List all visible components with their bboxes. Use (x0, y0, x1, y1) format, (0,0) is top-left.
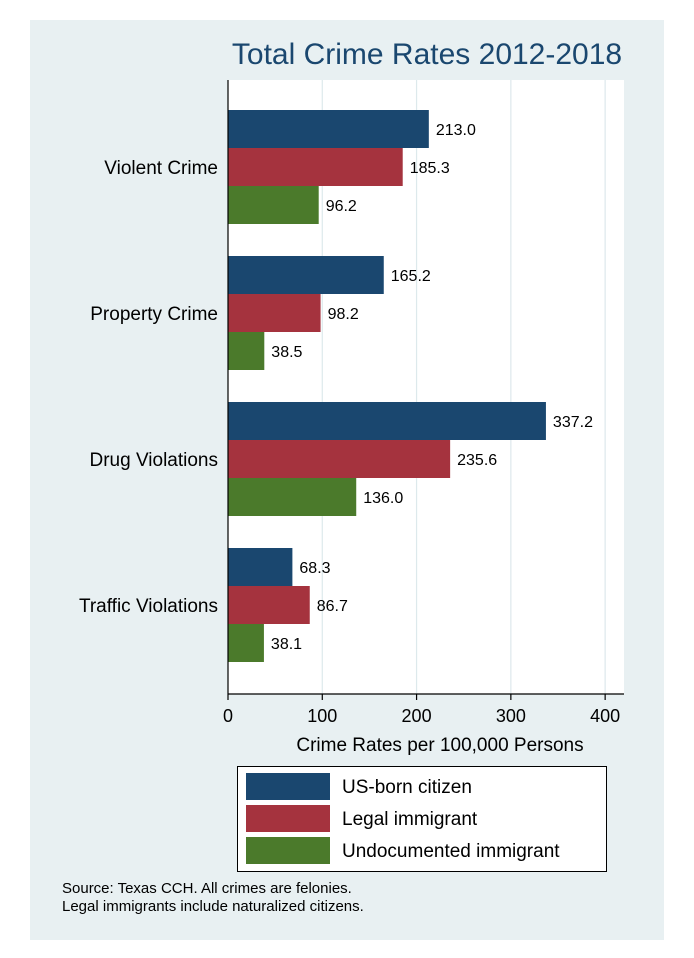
bar-value-label: 337.2 (553, 414, 593, 431)
category-label: Drug Violations (89, 450, 218, 471)
bar (228, 148, 403, 186)
bar (228, 548, 293, 586)
bar-value-label: 96.2 (326, 198, 357, 215)
bar-value-label: 136.0 (363, 490, 403, 507)
category-label: Property Crime (90, 304, 218, 325)
bar (228, 624, 264, 662)
footnote: Legal immigrants include naturalized cit… (62, 898, 364, 915)
bar (228, 186, 319, 224)
source-note: Source: Texas CCH. All crimes are feloni… (62, 880, 352, 897)
bar (228, 256, 384, 294)
x-tick-label: 300 (496, 706, 526, 726)
bar-value-label: 165.2 (391, 268, 431, 285)
legend-label: Legal immigrant (342, 809, 478, 830)
bar-value-label: 185.3 (410, 160, 450, 177)
legend-items: US-born citizen Legal immigrant Undocument… (246, 773, 560, 864)
category-label: Violent Crime (104, 158, 218, 179)
x-tick-label: 0 (223, 706, 233, 726)
bar (228, 332, 265, 370)
bar-value-label: 98.2 (328, 306, 359, 323)
bar (228, 478, 357, 516)
legend-swatch (246, 773, 330, 800)
bar (228, 110, 429, 148)
category-label: Traffic Violations (79, 596, 218, 617)
bar-value-label: 235.6 (457, 452, 497, 469)
bar (228, 294, 321, 332)
legend-swatch (246, 837, 330, 864)
legend: US-born citizen Legal immigrant Undocument… (237, 766, 607, 872)
bar (228, 440, 451, 478)
legend-label: Undocumented immigrant (342, 841, 560, 862)
x-tick-label: 400 (590, 706, 620, 726)
x-tick-label: 200 (402, 706, 432, 726)
legend-swatch (246, 805, 330, 832)
legend-label: US-born citizen (342, 777, 472, 798)
bar-value-label: 68.3 (299, 560, 330, 577)
bar-value-label: 38.5 (271, 344, 302, 361)
chart-title: Total Crime Rates 2012-2018 (231, 38, 623, 71)
bar (228, 402, 546, 440)
bar-value-label: 86.7 (317, 598, 348, 615)
bar-value-label: 38.1 (271, 636, 302, 653)
bar-value-label: 213.0 (436, 122, 476, 139)
x-tick-label: 100 (307, 706, 337, 726)
x-axis-title: Crime Rates per 100,000 Persons (296, 735, 583, 756)
bar (228, 586, 310, 624)
